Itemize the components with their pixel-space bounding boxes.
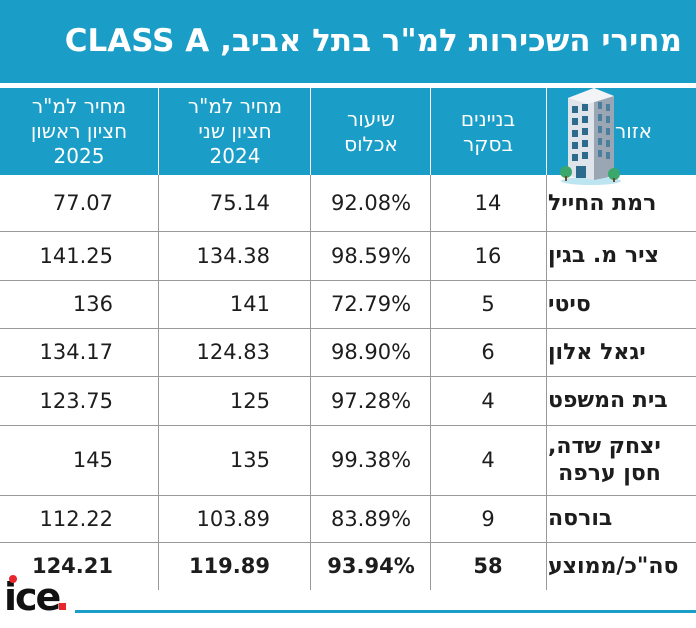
row-divider [0, 542, 696, 543]
row-divider [0, 328, 696, 329]
cell-price-h2-2024: 119.89 [188, 554, 270, 578]
cell-occupancy: 97.28% [330, 388, 412, 413]
logo-dot [9, 575, 17, 583]
header-divider [310, 88, 311, 175]
cell-buildings: 4 [481, 448, 495, 472]
cell-price-h1-2025: 123.75 [39, 388, 113, 413]
table-row: בורסה 9 83.89% 103.89 112.22 [0, 495, 696, 542]
table-row: רמת החייל 14 92.08% 75.14 77.07 [0, 175, 696, 231]
cell-buildings: 58 [473, 554, 503, 578]
cell-price-h1-2025: 141.25 [39, 243, 113, 268]
header-price-h2-2024: מחיר למ"ר חציון שני 2024 [187, 94, 283, 168]
cell-price-h1-2025: 145 [72, 448, 113, 472]
column-divider [158, 175, 159, 590]
cell-buildings: 16 [474, 243, 502, 268]
bottom-rule [75, 610, 696, 613]
cell-occupancy: 93.94% [327, 554, 415, 578]
total-row: סה"כ/ממוצע 58 93.94% 119.89 124.21 [0, 542, 696, 590]
row-divider [0, 495, 696, 496]
cell-occupancy: 99.38% [330, 448, 412, 472]
header-area: אזור [615, 119, 653, 143]
cell-price-h2-2024: 141 [229, 292, 270, 316]
cell-price-h1-2025: 136 [72, 292, 113, 316]
cell-area: בית המשפט [548, 388, 668, 413]
header-price-h1-2025: מחיר למ"ר חציון ראשון 2025 [30, 94, 128, 168]
cell-occupancy: 98.59% [330, 243, 412, 268]
cell-price-h2-2024: 124.83 [196, 340, 270, 364]
cell-buildings: 9 [481, 506, 495, 531]
cell-price-h1-2025: 77.07 [52, 191, 113, 215]
cell-price-h2-2024: 134.38 [196, 243, 270, 268]
cell-occupancy: 92.08% [330, 191, 412, 215]
office-building-icon [560, 88, 621, 185]
cell-occupancy: 83.89% [330, 506, 412, 531]
cell-price-h1-2025: 112.22 [39, 506, 113, 531]
cell-buildings: 5 [481, 292, 495, 316]
header-buildings: בניינים בסקר [460, 106, 516, 156]
table-row: יגאל אלון 6 98.90% 124.83 134.17 [0, 328, 696, 376]
cell-area: ציר מ. בגין [548, 243, 659, 268]
table-row: בית המשפט 4 97.28% 125 123.75 [0, 376, 696, 425]
header-divider [546, 88, 547, 175]
cell-price-h1-2025: 124.21 [31, 554, 113, 578]
cell-price-h1-2025: 134.17 [39, 340, 113, 364]
cell-buildings: 4 [481, 388, 495, 413]
cell-area: יצחק שדה, חסן ערפה [548, 434, 661, 486]
cell-price-h2-2024: 103.89 [196, 506, 270, 531]
column-divider [310, 175, 311, 590]
header-divider [430, 88, 431, 175]
row-divider [0, 231, 696, 232]
header-occupancy: שיעור אכלוס [344, 106, 398, 156]
cell-occupancy: 72.79% [330, 292, 412, 316]
row-divider [0, 280, 696, 281]
cell-price-h2-2024: 125 [229, 388, 270, 413]
cell-area: יגאל אלון [548, 339, 646, 365]
cell-area: רמת החייל [548, 190, 657, 216]
cell-price-h2-2024: 135 [229, 448, 270, 472]
title-bar [0, 0, 696, 83]
cell-price-h2-2024: 75.14 [209, 191, 270, 215]
row-divider [0, 425, 696, 426]
row-divider [0, 376, 696, 377]
cell-area: סה"כ/ממוצע [548, 553, 679, 579]
cell-buildings: 14 [474, 191, 502, 215]
header-divider [158, 88, 159, 175]
column-divider [430, 175, 431, 590]
logo-period [59, 603, 66, 610]
table-row: יצחק שדה, חסן ערפה 4 99.38% 135 145 [0, 425, 696, 495]
cell-buildings: 6 [481, 340, 495, 364]
table-row: ציר מ. בגין 16 98.59% 134.38 141.25 [0, 231, 696, 280]
table-row: סיטי 5 72.79% 141 136 [0, 280, 696, 328]
page-title: מחירי השכירות למ"ר בתל אביב, CLASS A [64, 23, 682, 59]
cell-occupancy: 98.90% [330, 340, 412, 364]
cell-area: בורסה [548, 506, 613, 531]
cell-area: סיטי [548, 291, 591, 317]
ice-logo: ice [4, 575, 61, 619]
column-divider [546, 175, 547, 590]
